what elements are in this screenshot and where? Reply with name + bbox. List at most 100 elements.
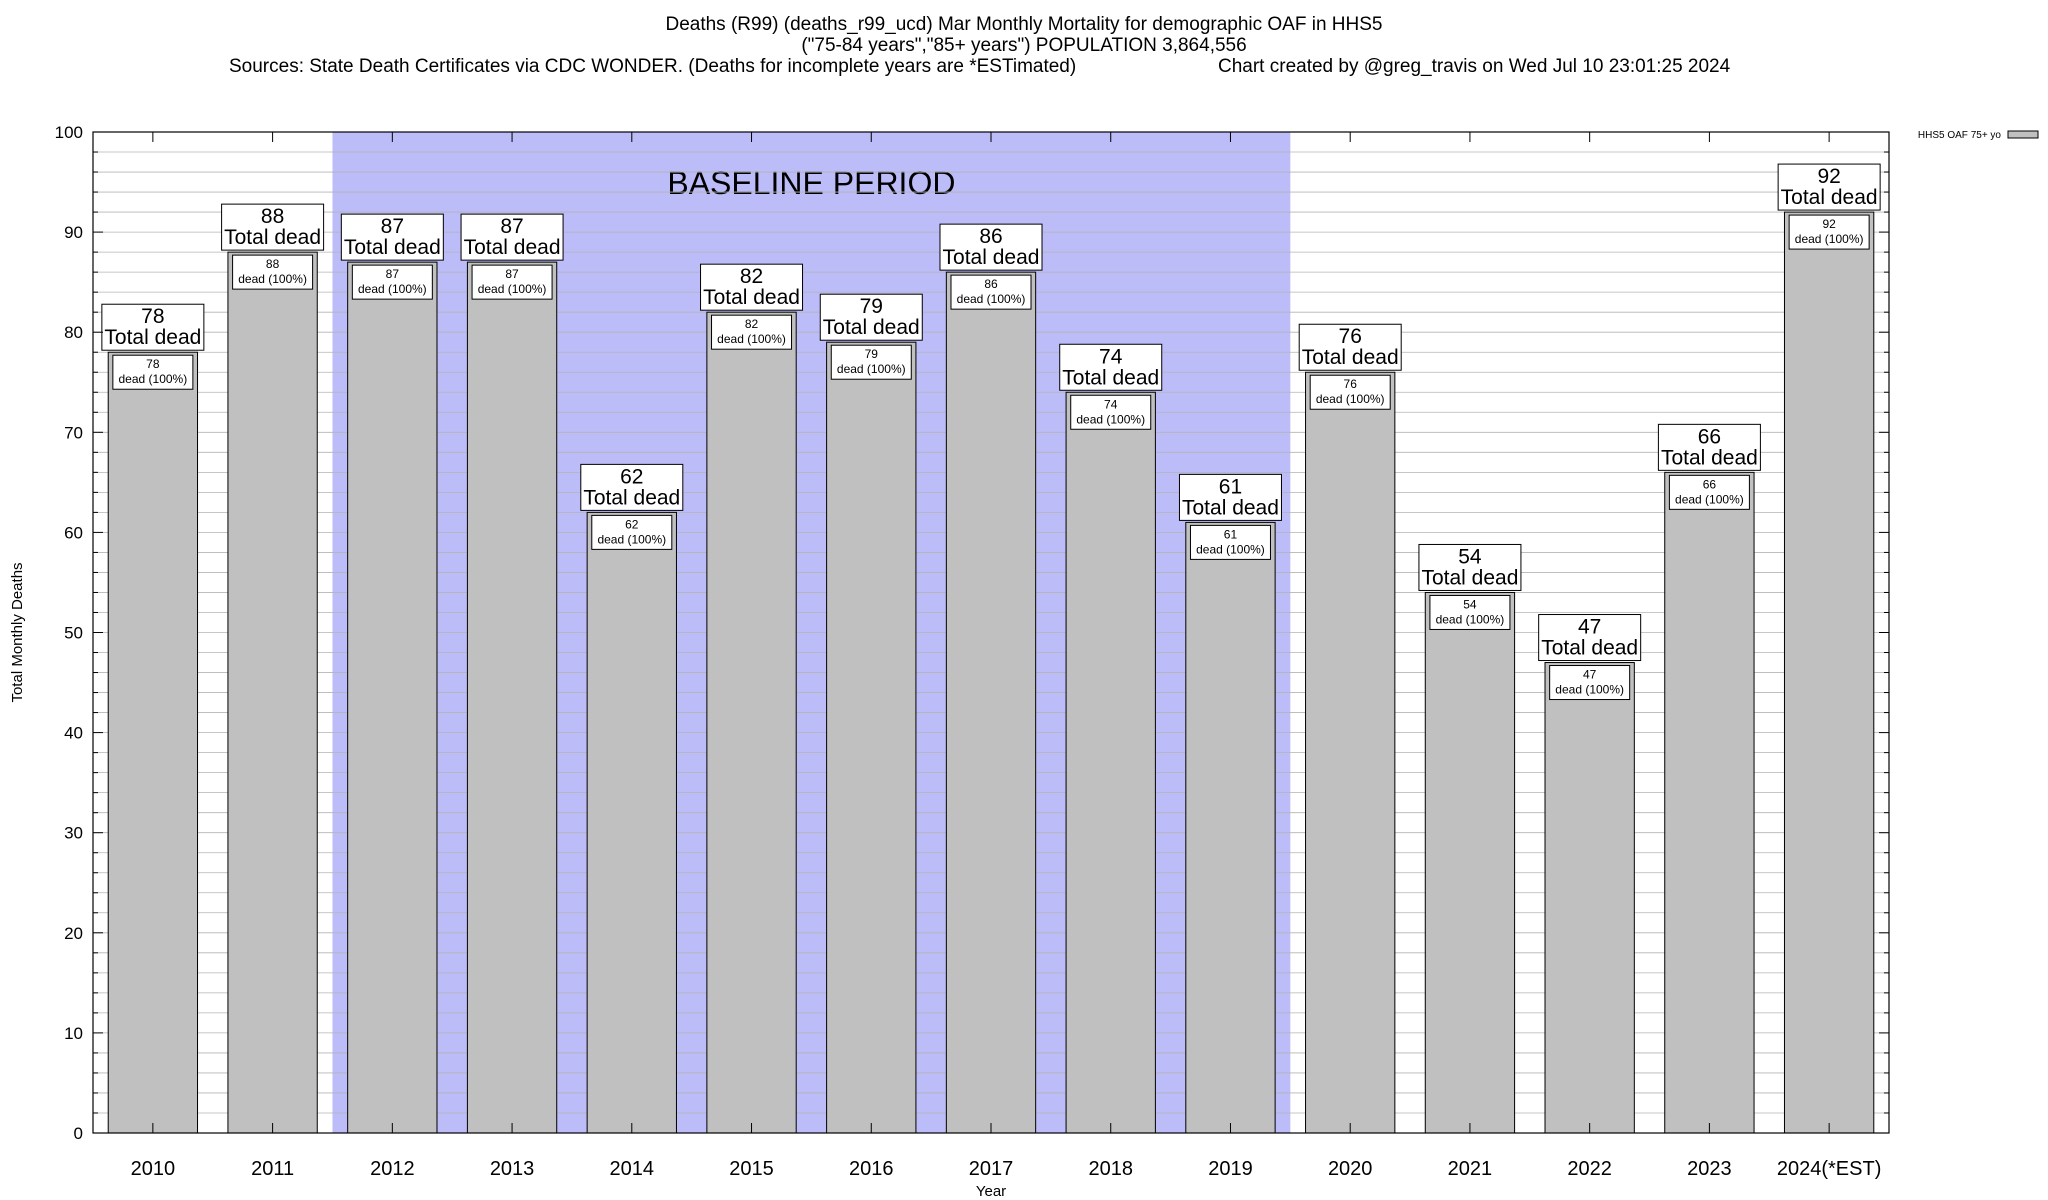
bar-inner-label-box <box>950 274 1032 310</box>
y-axis-title: Total Monthly Deaths <box>9 562 26 702</box>
bar-value-label: 87 <box>500 215 523 238</box>
bar-top-label-box <box>1538 614 1642 662</box>
y-tick-label: 10 <box>64 1024 83 1043</box>
bar <box>706 311 797 1134</box>
x-axis-title: Year <box>976 1183 1006 1200</box>
bar-inner-label-box <box>471 264 553 300</box>
bar <box>1305 371 1396 1134</box>
bar-top-label-box <box>700 263 804 311</box>
x-tick-label: 2024(*EST) <box>1777 1158 1882 1180</box>
bar-inner-value: 54 <box>1463 597 1477 611</box>
x-tick-label: 2013 <box>490 1158 535 1180</box>
bar-total-label: Total dead <box>1062 366 1159 389</box>
bar-inner-label-box <box>351 264 433 300</box>
bar-inner-text: dead (100%) <box>957 292 1026 306</box>
bar-top-label-box <box>1059 343 1163 391</box>
chart-titles: Deaths (R99) (deaths_r99_ucd) Mar Monthl… <box>0 14 2048 77</box>
bar-inner-value: 87 <box>505 267 519 281</box>
bar-total-label: Total dead <box>104 326 201 349</box>
bar <box>1065 391 1156 1134</box>
y-tick-label: 90 <box>64 223 83 242</box>
legend-label: HHS5 OAF 75+ yo <box>1918 130 2002 141</box>
y-tick-label: 50 <box>64 624 83 643</box>
x-tick-label: 2018 <box>1088 1158 1133 1180</box>
bar-total-label: Total dead <box>703 286 800 309</box>
bar-inner-value: 76 <box>1344 377 1358 391</box>
x-tick-label: 2021 <box>1448 1158 1493 1180</box>
bar-inner-value: 86 <box>984 277 998 291</box>
y-tick-label: 0 <box>74 1124 83 1143</box>
bar-top-label-box <box>580 463 684 511</box>
bar-total-label: Total dead <box>1421 566 1518 589</box>
bar-top-label-box <box>460 213 564 261</box>
bar-inner-text: dead (100%) <box>1076 412 1145 426</box>
bar-inner-label-box <box>591 514 673 550</box>
bar-inner-label-box <box>112 354 194 390</box>
bar-total-label: Total dead <box>1182 496 1279 519</box>
x-tick-label: 2016 <box>849 1158 894 1180</box>
chart-title: Deaths (R99) (deaths_r99_ucd) Mar Monthl… <box>665 14 1383 35</box>
bar-top-label-box <box>1418 543 1522 591</box>
bar-inner-value: 47 <box>1583 668 1597 682</box>
bar-total-label: Total dead <box>823 316 920 339</box>
bar <box>945 271 1037 1134</box>
bar-value-label: 47 <box>1578 616 1601 639</box>
x-tick-label: 2022 <box>1567 1158 1612 1180</box>
bar-total-label: Total dead <box>464 236 561 259</box>
bar-inner-value: 92 <box>1822 217 1836 231</box>
bar-value-label: 86 <box>979 225 1002 248</box>
source-note: Sources: State Death Certificates via CD… <box>229 56 1077 77</box>
x-tick-label: 2010 <box>131 1158 176 1180</box>
y-tick-label: 60 <box>64 523 83 542</box>
baseline-label: BASELINE PERIOD <box>667 165 955 201</box>
bar-inner-label-box <box>232 254 314 290</box>
bar-inner-value: 74 <box>1104 397 1118 411</box>
bar <box>1783 211 1875 1134</box>
bar-inner-value: 79 <box>865 347 879 361</box>
bar-inner-label-box <box>1070 394 1152 430</box>
source-line: Sources: State Death Certificates via CD… <box>0 56 2048 77</box>
bar-inner-text: dead (100%) <box>1675 492 1744 506</box>
bar-total-label: Total dead <box>1541 637 1638 660</box>
bar-top-label-box <box>221 203 325 251</box>
bar-total-label: Total dead <box>1661 446 1758 469</box>
bar-inner-value: 88 <box>266 257 280 271</box>
bar-inner-text: dead (100%) <box>717 332 786 346</box>
legend-swatch <box>2007 130 2039 139</box>
bar <box>826 341 917 1134</box>
bar-value-label: 88 <box>261 205 284 228</box>
x-tick-label: 2014 <box>610 1158 655 1180</box>
bar-top-label-box <box>819 293 923 341</box>
x-tick-label: 2015 <box>729 1158 774 1180</box>
bar-value-label: 62 <box>620 465 643 488</box>
bar-inner-label-box <box>1549 665 1631 701</box>
x-tick-label: 2023 <box>1687 1158 1732 1180</box>
bar-inner-value: 66 <box>1703 477 1717 491</box>
bar-total-label: Total dead <box>1302 346 1399 369</box>
bar-inner-label-box <box>1309 374 1391 410</box>
bar-top-label-box <box>340 213 444 261</box>
bar <box>1424 591 1516 1134</box>
bar-inner-label-box <box>1668 474 1750 510</box>
bar-top-label-box <box>1178 473 1282 521</box>
bar-top-label-box <box>101 303 205 351</box>
bar-value-label: 74 <box>1099 345 1123 368</box>
bar-inner-value: 78 <box>146 357 160 371</box>
x-tick-label: 2012 <box>370 1158 415 1180</box>
bar-value-label: 54 <box>1458 545 1482 568</box>
bar-inner-text: dead (100%) <box>478 282 547 296</box>
bar-inner-value: 62 <box>625 517 639 531</box>
y-tick-label: 80 <box>64 323 83 342</box>
bar-inner-text: dead (100%) <box>597 532 666 546</box>
x-tick-label: 2011 <box>251 1158 294 1180</box>
x-tick-label: 2017 <box>969 1158 1014 1180</box>
bar-value-label: 61 <box>1219 475 1242 498</box>
bar-value-label: 82 <box>740 265 763 288</box>
bar-top-label-box <box>939 223 1043 271</box>
x-tick-label: 2020 <box>1328 1158 1373 1180</box>
bar-total-label: Total dead <box>943 246 1040 269</box>
bar <box>1664 471 1755 1134</box>
bar-inner-text: dead (100%) <box>1436 612 1505 626</box>
